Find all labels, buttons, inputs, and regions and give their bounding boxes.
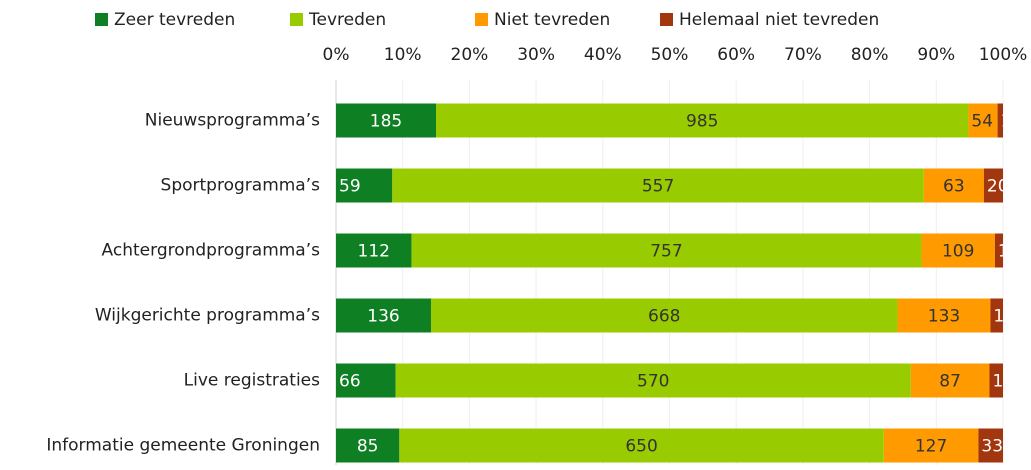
legend-swatch xyxy=(290,13,303,26)
bar-segment xyxy=(336,298,431,333)
bar-segment xyxy=(921,233,995,268)
bar-segment xyxy=(883,428,979,463)
x-tick-label: 0% xyxy=(323,45,350,65)
legend-label: Niet tevreden xyxy=(494,10,610,30)
data-label: 87 xyxy=(939,372,961,392)
bar-segment xyxy=(336,103,436,138)
bar-segment xyxy=(994,233,1003,268)
data-label: 668 xyxy=(648,307,680,327)
legend-swatch xyxy=(475,13,488,26)
x-tick-label: 50% xyxy=(651,45,689,65)
data-label: 12 xyxy=(998,242,1020,262)
bar-segment xyxy=(336,363,396,398)
data-label: 127 xyxy=(915,437,947,457)
legend-swatch xyxy=(660,13,673,26)
data-label: 570 xyxy=(637,372,669,392)
x-tick-label: 90% xyxy=(917,45,955,65)
data-label: 650 xyxy=(625,437,657,457)
y-tick-label: Wijkgerichte programma’s xyxy=(95,306,320,326)
bar-segment xyxy=(997,103,1003,138)
bars: 185 985 54 10 59 557 63 20 112 757 109 12 136 668 133 1… xyxy=(336,103,1023,463)
x-tick-label: 60% xyxy=(717,45,755,65)
data-label: 985 xyxy=(686,112,718,132)
data-label: 133 xyxy=(928,307,960,327)
bar-segment xyxy=(983,168,1003,203)
x-tick-label: 70% xyxy=(784,45,822,65)
y-tick-label: Achtergrondprogramma’s xyxy=(102,241,321,261)
bar-segment xyxy=(392,168,924,203)
data-label: 112 xyxy=(358,242,390,262)
x-tick-label: 100% xyxy=(979,45,1028,65)
x-tick-label: 30% xyxy=(517,45,555,65)
data-label: 109 xyxy=(942,242,974,262)
bar-segment xyxy=(968,103,998,138)
data-label: 185 xyxy=(370,112,402,132)
data-label: 33 xyxy=(981,437,1003,457)
bar-segment xyxy=(395,363,911,398)
y-tick-label: Sportprogramma’s xyxy=(161,176,321,196)
data-label: 66 xyxy=(339,372,361,392)
y-tick-label: Informatie gemeente Groningen xyxy=(46,436,320,456)
data-label: 557 xyxy=(642,177,674,197)
bar-segment xyxy=(336,428,400,463)
x-tick-label: 80% xyxy=(851,45,889,65)
bar-segment xyxy=(978,428,1003,463)
data-label: 10 xyxy=(1001,112,1023,132)
data-label: 20 xyxy=(987,177,1009,197)
bar-segment xyxy=(435,103,969,138)
bar-segment xyxy=(910,363,990,398)
bar-segment xyxy=(399,428,884,463)
bar-segment xyxy=(411,233,922,268)
bar-segment xyxy=(923,168,984,203)
data-label: 63 xyxy=(943,177,965,197)
data-label: 54 xyxy=(971,112,993,132)
bar-segment xyxy=(989,363,1003,398)
bar-segment xyxy=(897,298,991,333)
x-tick-label: 20% xyxy=(451,45,489,65)
bar-segment xyxy=(336,233,412,268)
data-label: 85 xyxy=(357,437,379,457)
data-label: 59 xyxy=(339,177,361,197)
legend-label: Helemaal niet tevreden xyxy=(679,10,879,30)
bar-segment xyxy=(430,298,898,333)
legend-label: Tevreden xyxy=(308,10,386,30)
data-label: 15 xyxy=(992,372,1014,392)
bar-segment xyxy=(336,168,393,203)
x-tick-label: 10% xyxy=(384,45,422,65)
data-label: 136 xyxy=(367,307,399,327)
legend-swatch xyxy=(95,13,108,26)
y-tick-label: Nieuwsprogramma’s xyxy=(145,111,320,131)
y-tick-label: Live registraties xyxy=(184,371,320,391)
bar-segment xyxy=(990,298,1003,333)
x-tick-label: 40% xyxy=(584,45,622,65)
legend-label: Zeer tevreden xyxy=(114,10,235,30)
data-label: 757 xyxy=(650,242,682,262)
data-label: 18 xyxy=(993,307,1015,327)
